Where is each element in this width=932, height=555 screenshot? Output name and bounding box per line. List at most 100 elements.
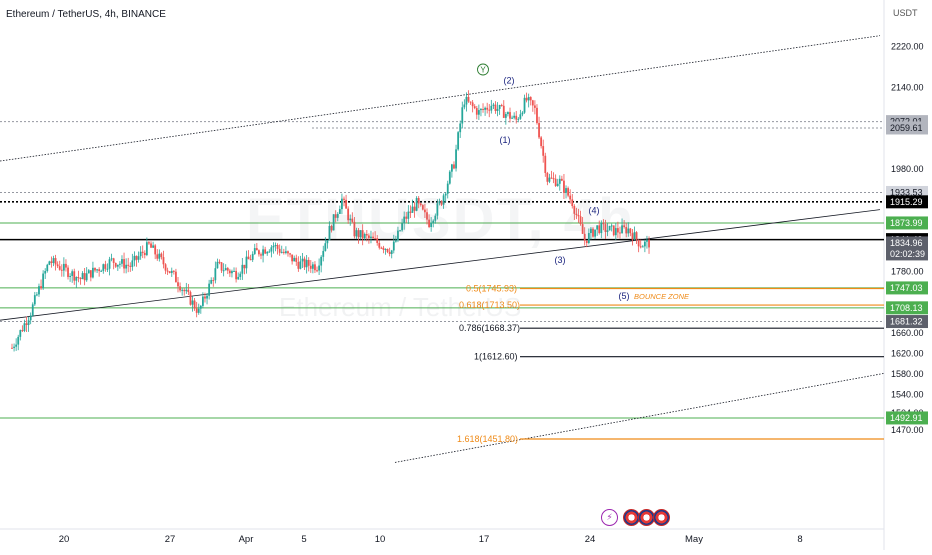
candle-body xyxy=(368,235,370,238)
candle-body xyxy=(390,250,393,255)
candle-body xyxy=(222,270,225,272)
candle-body xyxy=(575,213,578,216)
price-label-box xyxy=(886,411,928,425)
candle-body xyxy=(527,97,530,101)
candle-body xyxy=(448,171,451,184)
candle-body xyxy=(42,273,45,289)
candle-body xyxy=(629,228,632,234)
candle-body xyxy=(442,195,445,205)
time-axis[interactable]: 20 27 Apr 5 10 17 24 May 8 xyxy=(59,534,803,545)
candle-body xyxy=(210,280,213,284)
candle-body xyxy=(500,105,503,107)
candle-body xyxy=(494,104,497,111)
candle-body xyxy=(365,234,368,236)
candle-body xyxy=(567,188,569,196)
candle-body xyxy=(21,330,24,332)
candle-body xyxy=(143,252,146,256)
candle-body xyxy=(355,230,358,237)
candle-body xyxy=(102,264,105,271)
y-tick-label: 1580.00 xyxy=(891,369,924,379)
candle-body xyxy=(79,278,82,280)
candle-body xyxy=(332,214,335,231)
candle-body xyxy=(125,264,128,269)
candle-body xyxy=(164,264,167,271)
candle-body xyxy=(413,206,416,211)
candle-body xyxy=(135,255,138,260)
candle-body xyxy=(38,286,40,295)
x-tick-label: 27 xyxy=(165,534,176,545)
price-axis[interactable]: 2220.00 2140.00 1980.00 1780.00 1660.00 1620.… xyxy=(886,41,928,435)
candle-body xyxy=(224,268,227,271)
symbol-title[interactable]: Ethereum / TetherUS, 4h, BINANCE xyxy=(6,9,166,20)
candle-body xyxy=(177,282,179,287)
candle-body xyxy=(571,199,574,207)
candle-body xyxy=(131,260,134,267)
candle-body xyxy=(141,251,144,253)
candle-body xyxy=(314,264,316,271)
candle-body xyxy=(48,261,51,265)
wave-label: (4) xyxy=(589,206,600,216)
candle-body xyxy=(328,225,331,241)
candle-body xyxy=(295,257,298,262)
candle-body xyxy=(401,223,403,231)
price-label-box xyxy=(886,281,928,295)
candle-body xyxy=(98,269,101,272)
candle-body xyxy=(94,267,96,271)
candle-body xyxy=(648,239,650,248)
flash-icon[interactable]: ⚡ xyxy=(601,509,618,526)
candle-body xyxy=(459,123,462,133)
wave-label: (1) xyxy=(500,135,511,145)
candle-body xyxy=(40,286,42,289)
candle-body xyxy=(376,238,379,243)
candle-body xyxy=(434,215,437,221)
candle-body xyxy=(641,246,644,248)
candle-body xyxy=(444,193,447,196)
candle-body xyxy=(75,276,78,281)
price-label: 1834.96 xyxy=(890,238,923,248)
y-tick-label: 1540.00 xyxy=(891,389,924,399)
price-label: 1708.13 xyxy=(890,303,923,313)
candle-body xyxy=(60,269,63,271)
candle-body xyxy=(301,258,304,262)
candle-body xyxy=(270,247,273,252)
candle-body xyxy=(558,178,561,184)
candle-body xyxy=(534,105,536,108)
candle-body xyxy=(36,294,38,296)
candle-body xyxy=(461,107,464,124)
candle-body xyxy=(266,252,269,254)
flag-icon[interactable] xyxy=(653,509,670,526)
candle-body xyxy=(181,289,184,291)
candle-body xyxy=(637,239,640,247)
candle-body xyxy=(432,220,435,223)
candle-body xyxy=(320,256,323,266)
candle-body xyxy=(484,107,486,110)
candle-body xyxy=(363,234,366,239)
candle-body xyxy=(81,273,84,280)
candle-body xyxy=(309,265,312,269)
candle-body xyxy=(351,218,354,222)
candle-body xyxy=(322,250,325,257)
candle-body xyxy=(515,115,518,120)
candle-body xyxy=(338,209,341,214)
price-label-box xyxy=(886,236,928,261)
fib-level-label: 0.618(1713.50) xyxy=(459,300,520,310)
price-label: 1681.32 xyxy=(890,317,923,327)
candle-body xyxy=(52,258,55,263)
candle-body xyxy=(195,308,198,313)
candle-body xyxy=(409,211,412,213)
candle-body xyxy=(172,270,175,272)
candle-body xyxy=(193,300,196,309)
wave-label: Y xyxy=(480,66,486,75)
candle-body xyxy=(303,258,306,268)
candle-body xyxy=(521,112,524,115)
candle-body xyxy=(185,289,188,292)
candle-body xyxy=(123,259,125,269)
candle-body xyxy=(347,208,350,221)
candle-body xyxy=(488,109,491,111)
candle-body xyxy=(471,102,474,107)
candle-body xyxy=(467,96,470,102)
candle-body xyxy=(11,347,13,349)
candle-body xyxy=(343,198,345,200)
